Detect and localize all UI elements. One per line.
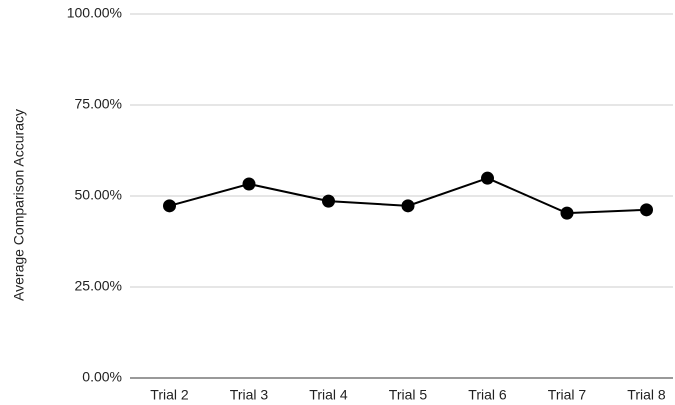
point [322,194,335,208]
x-tick-label: Trial 8 [627,387,666,403]
point [640,203,653,217]
y-tick-label: 25.00% [75,278,122,294]
y-tick-label: 0.00% [82,369,122,385]
y-tick-label: 50.00% [75,187,122,203]
y-tick-label: 75.00% [75,96,122,112]
x-tick-label: Trial 2 [150,387,189,403]
point [163,199,176,213]
point [242,177,256,191]
y-axis-label: Average Comparison Accuracy [11,109,27,301]
point [481,171,494,185]
point [560,206,574,220]
x-tick-label: Trial 4 [309,387,348,403]
x-tick-label: Trial 6 [468,387,507,403]
x-tick-label: Trial 3 [230,387,269,403]
x-tick-label: Trial 5 [389,387,428,403]
point [401,199,415,213]
x-tick-label: Trial 7 [548,387,587,403]
y-tick-label: 100.00% [67,5,122,21]
